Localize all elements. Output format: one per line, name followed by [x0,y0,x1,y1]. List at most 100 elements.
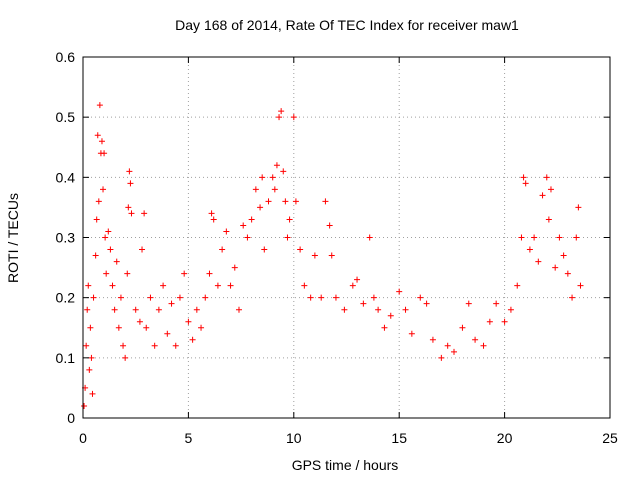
data-point [560,252,567,259]
data-point [261,246,268,253]
data-point [507,306,514,313]
y-tick-labels: 0 0.1 0.2 0.3 0.4 0.5 0.6 [56,49,76,426]
data-point [307,294,314,301]
data-point [198,324,205,331]
data-point [564,270,571,277]
data-point [326,222,333,229]
y-tick-label: 0.5 [56,109,76,125]
data-point [103,270,110,277]
data-point [105,228,112,235]
data-point [375,306,382,313]
data-point [111,306,118,313]
data-point [297,246,304,253]
data-point [301,282,308,289]
x-tick-label: 25 [602,430,618,446]
data-point [107,246,114,253]
data-point [143,324,150,331]
data-point [575,204,582,211]
data-point [248,216,255,223]
data-point [290,114,297,121]
data-point [115,324,122,331]
x-tick-label: 0 [79,430,87,446]
data-point [223,228,230,235]
data-point [417,294,424,301]
data-point [526,246,533,253]
data-point [202,294,209,301]
data-point [189,336,196,343]
data-points [81,102,584,409]
data-point [292,198,299,205]
data-point [514,282,521,289]
data-point [501,318,508,325]
axis-ticks [82,56,611,419]
y-tick-label: 0.4 [56,169,76,185]
data-point [459,324,466,331]
x-tick-label: 5 [185,430,193,446]
data-point [172,342,179,349]
data-point [493,300,500,307]
data-point [577,282,584,289]
data-point [370,294,377,301]
data-point [286,216,293,223]
data-point [235,306,242,313]
data-point [126,168,133,175]
data-point [535,258,542,265]
data-point [214,282,221,289]
data-point [95,198,102,205]
data-point [486,318,493,325]
data-point [539,192,546,199]
data-point [259,174,266,181]
data-point [552,264,559,271]
grid-lines [83,57,610,418]
data-point [569,294,576,301]
x-tick-label: 10 [286,430,302,446]
data-point [88,354,95,361]
data-point [284,234,291,241]
data-point [117,294,124,301]
data-point [127,180,134,187]
data-point [164,330,171,337]
data-point [244,234,251,241]
data-point [252,186,259,193]
data-point [438,354,445,361]
data-point [402,306,409,313]
data-point [93,216,100,223]
data-point [100,186,107,193]
data-point [141,210,148,217]
data-point [556,234,563,241]
data-point [328,252,335,259]
data-point [98,138,105,145]
data-point [381,324,388,331]
data-point [122,354,129,361]
data-point [518,234,525,241]
data-point [318,294,325,301]
data-point [136,318,143,325]
data-point [257,204,264,211]
data-point [354,276,361,283]
data-point [125,204,132,211]
data-point [231,264,238,271]
data-point [360,300,367,307]
chart-title: Day 168 of 2014, Rate Of TEC Index for r… [175,17,519,33]
x-axis-label: GPS time / hours [292,457,399,473]
data-point [193,306,200,313]
data-point [219,246,226,253]
data-point [139,246,146,253]
data-point [84,306,91,313]
y-tick-label: 0 [67,410,75,426]
data-point [531,234,538,241]
data-point [210,216,217,223]
data-point [271,186,278,193]
y-tick-label: 0.2 [56,290,76,306]
data-point [85,282,92,289]
data-point [101,150,108,157]
data-point [573,234,580,241]
data-point [185,318,192,325]
data-point [83,342,90,349]
data-point [349,282,356,289]
data-point [113,258,120,265]
data-point [240,222,247,229]
data-point [387,312,394,319]
data-point [311,252,318,259]
plot-frame [82,56,611,419]
